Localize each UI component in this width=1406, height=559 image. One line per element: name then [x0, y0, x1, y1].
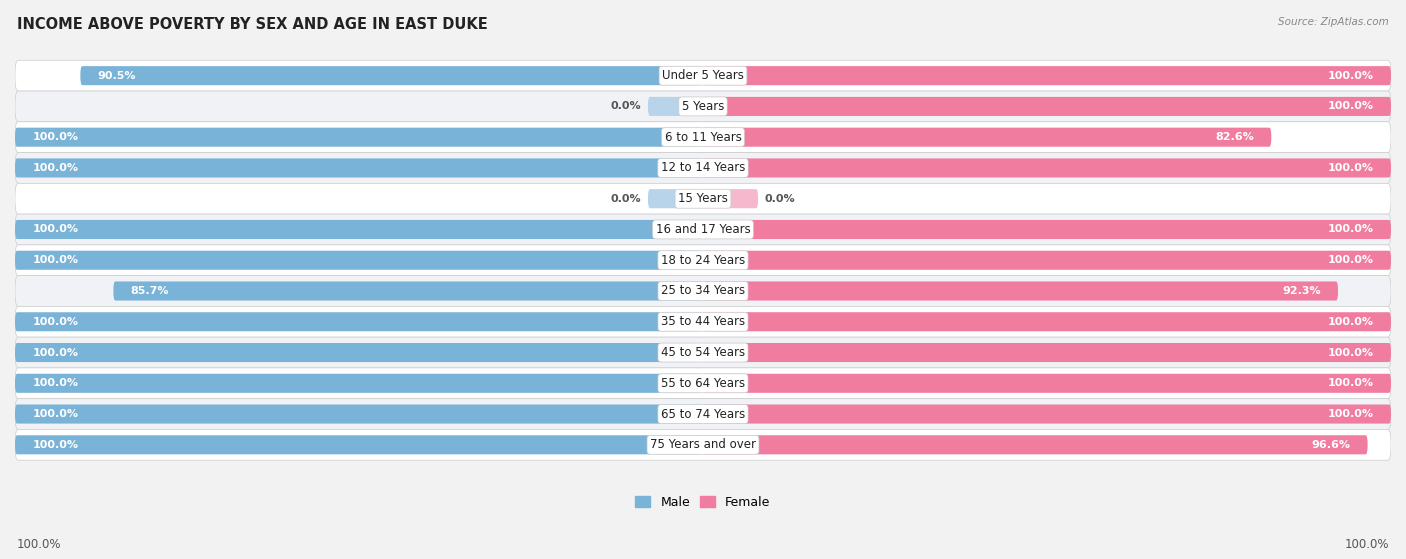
- Text: 0.0%: 0.0%: [610, 194, 641, 203]
- FancyBboxPatch shape: [703, 97, 1391, 116]
- Text: 5 Years: 5 Years: [682, 100, 724, 113]
- Text: 100.0%: 100.0%: [1327, 409, 1374, 419]
- Text: 85.7%: 85.7%: [131, 286, 169, 296]
- Text: 96.6%: 96.6%: [1312, 440, 1350, 450]
- FancyBboxPatch shape: [703, 374, 1391, 393]
- FancyBboxPatch shape: [114, 282, 703, 301]
- FancyBboxPatch shape: [703, 435, 1368, 454]
- FancyBboxPatch shape: [15, 374, 703, 393]
- Text: 45 to 54 Years: 45 to 54 Years: [661, 346, 745, 359]
- FancyBboxPatch shape: [703, 66, 1391, 85]
- Text: 12 to 14 Years: 12 to 14 Years: [661, 162, 745, 174]
- Text: 100.0%: 100.0%: [32, 317, 79, 327]
- Text: 18 to 24 Years: 18 to 24 Years: [661, 254, 745, 267]
- FancyBboxPatch shape: [15, 276, 1391, 306]
- Text: 100.0%: 100.0%: [1327, 225, 1374, 234]
- Text: 16 and 17 Years: 16 and 17 Years: [655, 223, 751, 236]
- Text: 100.0%: 100.0%: [1327, 70, 1374, 80]
- Text: 15 Years: 15 Years: [678, 192, 728, 205]
- Text: 100.0%: 100.0%: [32, 348, 79, 358]
- FancyBboxPatch shape: [15, 312, 703, 331]
- FancyBboxPatch shape: [15, 91, 1391, 122]
- FancyBboxPatch shape: [15, 306, 1391, 337]
- Text: 100.0%: 100.0%: [1327, 101, 1374, 111]
- FancyBboxPatch shape: [15, 250, 703, 270]
- FancyBboxPatch shape: [15, 337, 1391, 368]
- FancyBboxPatch shape: [703, 158, 1391, 178]
- Text: 0.0%: 0.0%: [765, 194, 796, 203]
- FancyBboxPatch shape: [15, 399, 1391, 429]
- FancyBboxPatch shape: [15, 60, 1391, 91]
- Text: 82.6%: 82.6%: [1215, 132, 1254, 142]
- FancyBboxPatch shape: [15, 127, 703, 146]
- Text: 65 to 74 Years: 65 to 74 Years: [661, 408, 745, 420]
- Text: 100.0%: 100.0%: [32, 440, 79, 450]
- Text: 100.0%: 100.0%: [1327, 317, 1374, 327]
- FancyBboxPatch shape: [15, 158, 703, 178]
- FancyBboxPatch shape: [648, 189, 703, 209]
- FancyBboxPatch shape: [703, 282, 1339, 301]
- FancyBboxPatch shape: [703, 405, 1391, 424]
- Text: 100.0%: 100.0%: [32, 225, 79, 234]
- FancyBboxPatch shape: [15, 153, 1391, 183]
- FancyBboxPatch shape: [15, 245, 1391, 276]
- FancyBboxPatch shape: [703, 127, 1271, 146]
- FancyBboxPatch shape: [15, 122, 1391, 153]
- FancyBboxPatch shape: [15, 435, 703, 454]
- Text: 100.0%: 100.0%: [17, 538, 62, 551]
- FancyBboxPatch shape: [15, 214, 1391, 245]
- Text: 100.0%: 100.0%: [1327, 348, 1374, 358]
- Text: 100.0%: 100.0%: [32, 132, 79, 142]
- Text: 0.0%: 0.0%: [610, 101, 641, 111]
- Text: 100.0%: 100.0%: [1327, 378, 1374, 389]
- Text: 100.0%: 100.0%: [1327, 163, 1374, 173]
- Text: Source: ZipAtlas.com: Source: ZipAtlas.com: [1278, 17, 1389, 27]
- Text: 100.0%: 100.0%: [32, 163, 79, 173]
- FancyBboxPatch shape: [648, 97, 703, 116]
- Text: 6 to 11 Years: 6 to 11 Years: [665, 131, 741, 144]
- FancyBboxPatch shape: [80, 66, 703, 85]
- FancyBboxPatch shape: [703, 312, 1391, 331]
- Text: INCOME ABOVE POVERTY BY SEX AND AGE IN EAST DUKE: INCOME ABOVE POVERTY BY SEX AND AGE IN E…: [17, 17, 488, 32]
- FancyBboxPatch shape: [15, 183, 1391, 214]
- Text: 100.0%: 100.0%: [1327, 255, 1374, 265]
- FancyBboxPatch shape: [703, 189, 758, 209]
- FancyBboxPatch shape: [703, 250, 1391, 270]
- FancyBboxPatch shape: [15, 368, 1391, 399]
- Text: 55 to 64 Years: 55 to 64 Years: [661, 377, 745, 390]
- Text: 100.0%: 100.0%: [32, 378, 79, 389]
- FancyBboxPatch shape: [15, 220, 703, 239]
- FancyBboxPatch shape: [15, 405, 703, 424]
- Text: 100.0%: 100.0%: [32, 409, 79, 419]
- Text: 90.5%: 90.5%: [97, 70, 136, 80]
- Text: 35 to 44 Years: 35 to 44 Years: [661, 315, 745, 328]
- Legend: Male, Female: Male, Female: [630, 491, 776, 514]
- Text: Under 5 Years: Under 5 Years: [662, 69, 744, 82]
- Text: 100.0%: 100.0%: [32, 255, 79, 265]
- Text: 92.3%: 92.3%: [1282, 286, 1320, 296]
- Text: 25 to 34 Years: 25 to 34 Years: [661, 285, 745, 297]
- Text: 100.0%: 100.0%: [1344, 538, 1389, 551]
- Text: 75 Years and over: 75 Years and over: [650, 438, 756, 451]
- FancyBboxPatch shape: [15, 429, 1391, 460]
- FancyBboxPatch shape: [703, 220, 1391, 239]
- FancyBboxPatch shape: [15, 343, 703, 362]
- FancyBboxPatch shape: [703, 343, 1391, 362]
